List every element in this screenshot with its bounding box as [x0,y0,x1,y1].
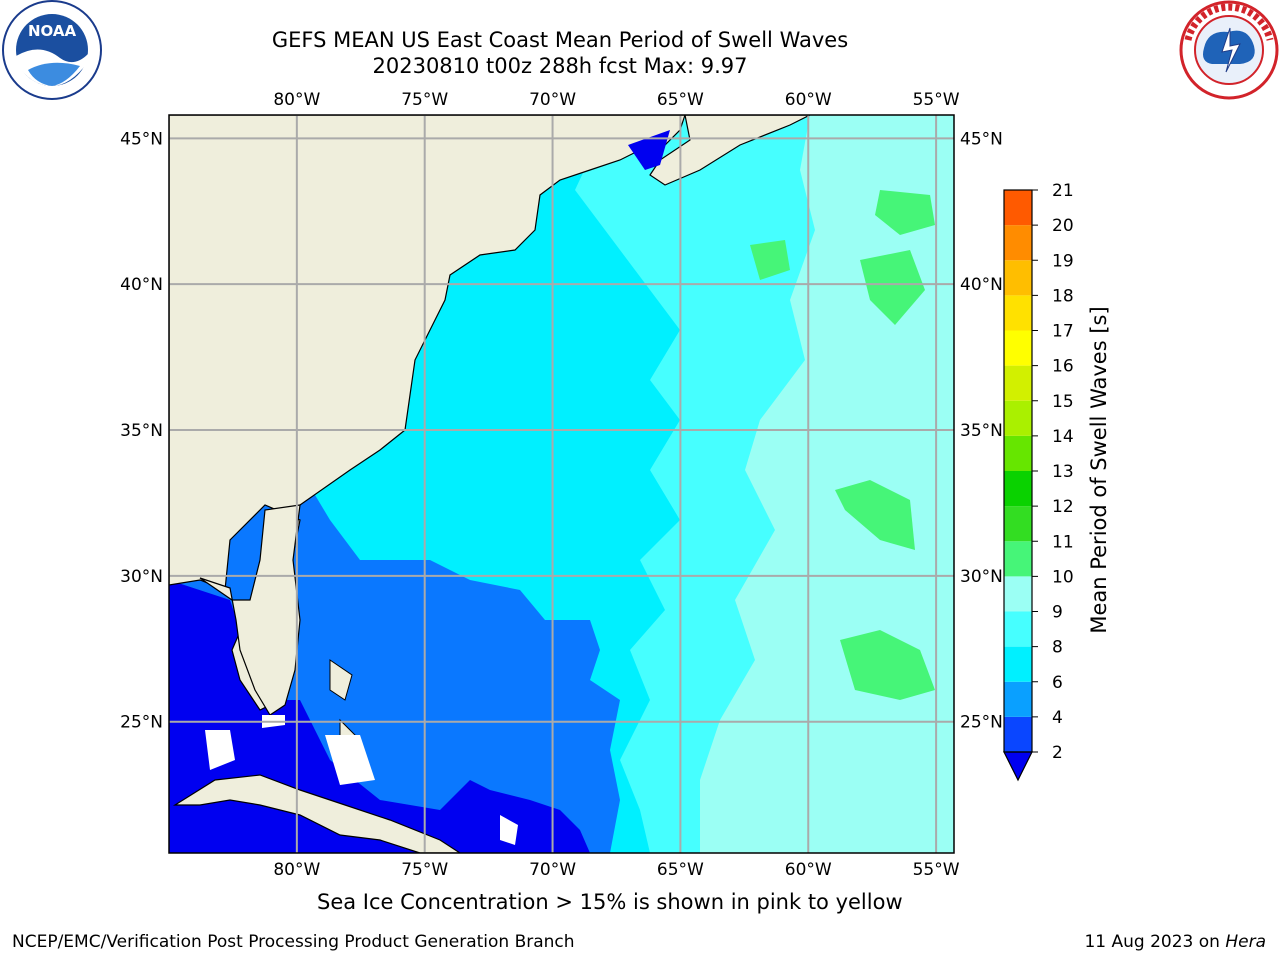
colorbar-tick-label: 2 [1052,743,1063,763]
colorbar-segment [1004,330,1032,366]
lon-tick-label: 65°W [657,860,704,880]
colorbar-tick-label: 9 [1052,603,1063,623]
lon-labels-bottom: 80°W 75°W 70°W 65°W 60°W 55°W [273,860,959,880]
map-area [169,115,954,853]
colorbar-segment [1004,681,1032,717]
colorbar-tick-label: 20 [1052,216,1074,236]
lon-tick-label: 60°W [785,860,832,880]
field-patch-9-10 [750,240,790,280]
colorbar-tick-label: 8 [1052,638,1063,658]
lon-labels-top: 80°W 75°W 70°W 65°W 60°W 55°W [273,90,959,110]
chart-title: GEFS MEAN US East Coast Mean Period of S… [271,28,849,52]
lat-tick-label: 35°N [120,421,163,441]
colorbar-segment [1004,471,1032,507]
lat-tick-label: 40°N [120,275,163,295]
colorbar-segment [1004,716,1032,752]
colorbar: 2 4 6 8 9 10 11 12 13 14 15 16 17 18 19 20 21 [1003,181,1074,782]
sea-ice-note: Sea Ice Concentration > 15% is shown in … [317,890,903,914]
colorbar-segment [1004,611,1032,647]
map-gridlines [169,115,954,853]
footer-credit: NCEP/EMC/Verification Post Processing Pr… [12,932,575,952]
lat-tick-label: 25°N [120,713,163,733]
no-data-area [325,735,375,785]
field-patch-9-10 [835,480,915,550]
lat-labels-right: 45°N 40°N 35°N 30°N 25°N [960,129,1003,732]
noaa-logo-text: NOAA [28,22,77,40]
colorbar-segment [1004,260,1032,296]
lon-tick-label: 70°W [529,90,576,110]
colorbar-segment [1004,541,1032,577]
colorbar-tick-label: 10 [1052,567,1074,587]
colorbar-tick-label: 19 [1052,251,1074,271]
colorbar-tick-label: 11 [1052,532,1074,552]
colorbar-tick-label: 21 [1052,181,1074,201]
colorbar-segment [1004,646,1032,682]
colorbar-tick-label: 14 [1052,427,1074,447]
lat-tick-label: 45°N [960,129,1003,149]
colorbar-tick-label: 6 [1052,673,1063,693]
field-patch-9-10 [840,630,935,700]
lat-tick-label: 45°N [120,129,163,149]
footer-date-text: 11 Aug 2023 on [1084,932,1226,952]
national-weather-service-logo [1179,0,1279,100]
colorbar-segment [1004,400,1032,436]
bay-of-fundy [628,130,670,170]
colorbar-tick-label: 18 [1052,286,1074,306]
colorbar-tick-label: 17 [1052,322,1074,342]
colorbar-segment [1004,190,1032,226]
colorbar-tick-label: 15 [1052,392,1074,412]
field-patch-9-10 [875,190,935,235]
no-data-area [205,730,235,770]
noaa-logo: NOAA [2,0,102,100]
bahamas-island [329,659,353,701]
footer-date: 11 Aug 2023 on Hera [1084,932,1266,952]
colorbar-label: Mean Period of Swell Waves [s] [1087,306,1111,633]
lon-tick-label: 65°W [657,90,704,110]
lon-tick-label: 75°W [401,90,448,110]
lon-tick-label: 75°W [401,860,448,880]
colorbar-segment [1004,295,1032,331]
maritimes-land [649,115,811,186]
lat-tick-label: 25°N [960,713,1003,733]
colorbar-segment [1004,576,1032,612]
colorbar-tick-label: 4 [1052,708,1063,728]
lon-tick-label: 80°W [273,860,320,880]
lat-tick-label: 30°N [960,567,1003,587]
lat-tick-label: 40°N [960,275,1003,295]
no-data-area [500,815,518,845]
colorbar-segment [1004,225,1032,261]
lat-tick-label: 30°N [120,567,163,587]
colorbar-tick-label: 12 [1052,497,1074,517]
cuba-land [172,774,462,853]
map-frame [168,114,955,854]
lon-tick-label: 80°W [273,90,320,110]
field-patch-9-10 [860,250,925,325]
colorbar-tick-label: 13 [1052,462,1074,482]
lon-tick-label: 55°W [913,860,960,880]
colorbar-tick-label: 16 [1052,357,1074,377]
colorbar-under-arrow [1003,751,1033,782]
chart-subtitle: 20230810 t00z 288h fcst Max: 9.97 [372,54,748,78]
lon-tick-label: 70°W [529,860,576,880]
lon-tick-label: 55°W [913,90,960,110]
colorbar-segment [1004,506,1032,542]
lat-tick-label: 35°N [960,421,1003,441]
footer-host: Hera [1225,932,1266,952]
lon-tick-label: 60°W [785,90,832,110]
colorbar-segment [1004,435,1032,471]
colorbar-segment [1004,365,1032,401]
lat-labels-left: 45°N 40°N 35°N 30°N 25°N [120,129,163,732]
